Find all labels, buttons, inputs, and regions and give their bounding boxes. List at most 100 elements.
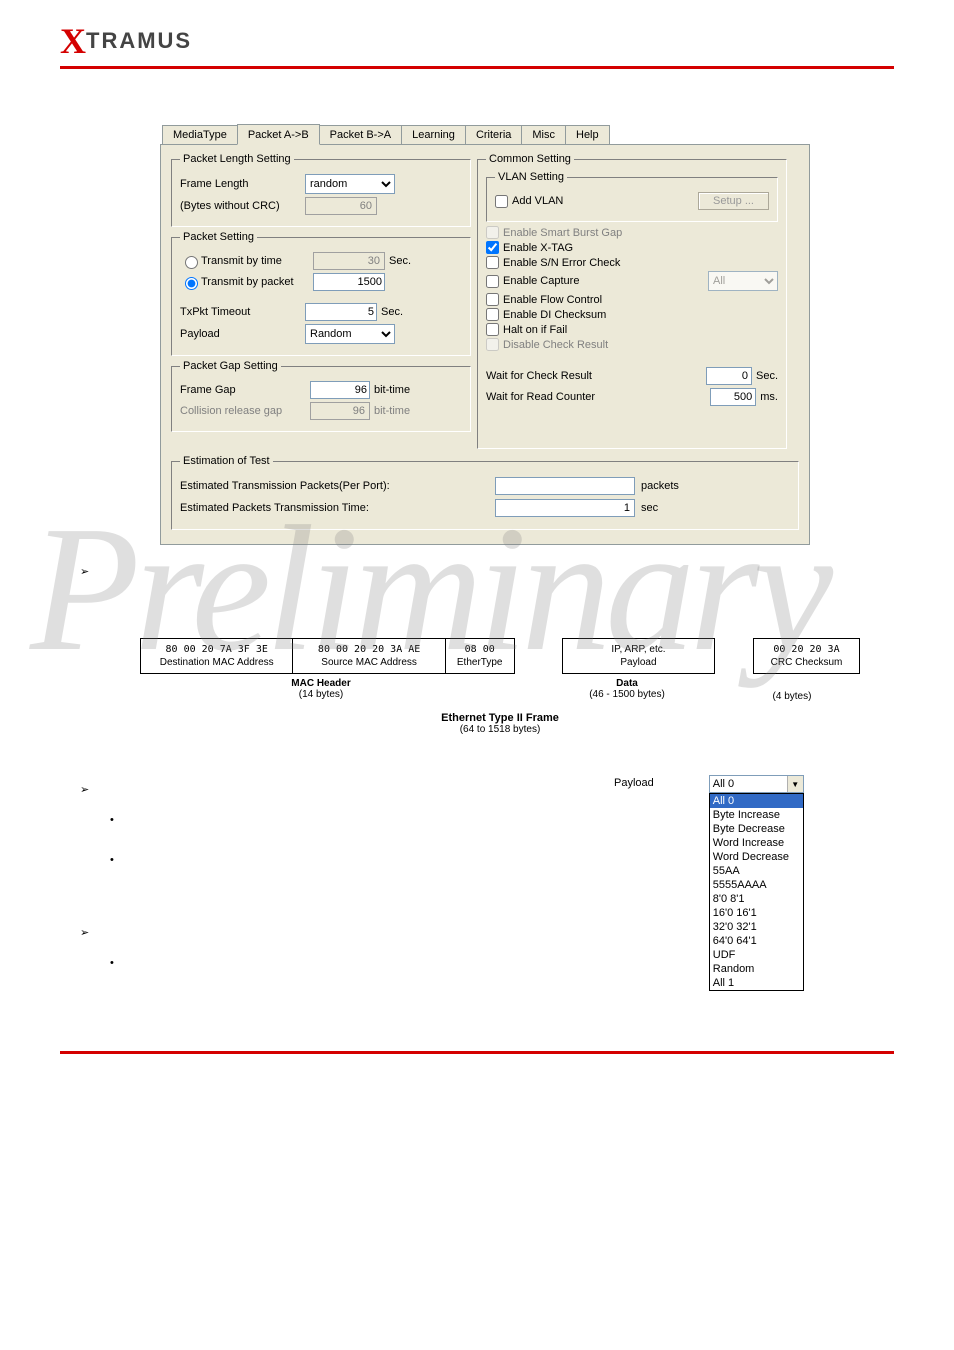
add-vlan-checkbox[interactable]	[495, 195, 508, 208]
payload-option[interactable]: Word Decrease	[710, 850, 803, 864]
tabs-row: MediaType Packet A->B Packet B->A Learni…	[160, 124, 810, 144]
add-vlan-label: Add VLAN	[512, 195, 563, 207]
collision-gap-input	[310, 402, 370, 420]
transmit-by-time-label: Transmit by time	[201, 255, 313, 267]
vlan-setting-legend: VLAN Setting	[495, 171, 567, 183]
payload-option[interactable]: 8'0 8'1	[710, 892, 803, 906]
capture-select: All	[708, 271, 778, 291]
payload-label: Payload	[180, 328, 305, 340]
capture-checkbox[interactable]	[486, 275, 499, 288]
smart-burst-checkbox	[486, 226, 499, 239]
logo: X TRAMUS	[60, 20, 894, 62]
bullet-arrow-icon: ➢	[80, 927, 89, 939]
est-time-unit: sec	[641, 502, 658, 514]
ethertype-label: EtherType	[452, 656, 508, 669]
payload-select[interactable]: Random	[305, 324, 395, 344]
wait-check-label: Wait for Check Result	[486, 370, 592, 382]
transmit-by-packet-input[interactable]	[313, 273, 385, 291]
wait-read-unit: ms.	[760, 391, 778, 403]
halt-checkbox[interactable]	[486, 323, 499, 336]
tab-help[interactable]: Help	[565, 125, 610, 144]
payload-option[interactable]: Random	[710, 962, 803, 976]
est-packets-input	[495, 477, 635, 495]
packet-length-group: Packet Length Setting Frame Length rando…	[171, 153, 471, 227]
di-checksum-label: Enable DI Checksum	[503, 309, 606, 321]
transmit-by-time-radio[interactable]	[185, 256, 198, 269]
wait-check-input[interactable]	[706, 367, 752, 385]
payload-option[interactable]: UDF	[710, 948, 803, 962]
bytes-without-crc-label: (Bytes without CRC)	[180, 200, 305, 212]
di-checksum-checkbox[interactable]	[486, 308, 499, 321]
txpkt-timeout-label: TxPkt Timeout	[180, 306, 305, 318]
frame-gap-unit: bit-time	[374, 384, 410, 396]
bytes-without-crc-input	[305, 197, 377, 215]
payload-option[interactable]: Byte Increase	[710, 808, 803, 822]
logo-x: X	[60, 20, 85, 62]
ethernet-frame-diagram: 80 00 20 7A 3F 3E Destination MAC Addres…	[140, 638, 860, 735]
payload-option[interactable]: 55AA	[710, 864, 803, 878]
flow-checkbox[interactable]	[486, 293, 499, 306]
bullet-arrow-icon: ➢	[80, 784, 89, 796]
crc-bytes-label: (4 bytes)	[742, 678, 842, 702]
tab-learning[interactable]: Learning	[401, 125, 466, 144]
payload-option[interactable]: 32'0 32'1	[710, 920, 803, 934]
frame-length-label: Frame Length	[180, 178, 305, 190]
data-label-group: Data (46 - 1500 bytes)	[552, 678, 702, 702]
bullet-dot-icon: •	[110, 814, 114, 826]
est-time-label: Estimated Packets Transmission Time:	[180, 502, 445, 514]
payload-box: IP, ARP, etc. Payload	[562, 638, 715, 674]
smart-burst-label: Enable Smart Burst Gap	[503, 227, 622, 239]
frame-gap-input[interactable]	[310, 381, 370, 399]
packet-setting-legend: Packet Setting	[180, 231, 257, 243]
payload-option[interactable]: Word Increase	[710, 836, 803, 850]
transmit-by-packet-label: Transmit by packet	[201, 276, 313, 288]
packet-gap-legend: Packet Gap Setting	[180, 360, 281, 372]
xtag-checkbox[interactable]	[486, 241, 499, 254]
payload-option[interactable]: 16'0 16'1	[710, 906, 803, 920]
bullet-arrow-icon: ➢	[80, 566, 89, 578]
bullet-dot-icon: •	[110, 854, 114, 866]
dest-mac-label: Destination MAC Address	[147, 656, 286, 669]
tab-packet-ab[interactable]: Packet A->B	[237, 124, 320, 145]
transmit-by-time-unit: Sec.	[389, 255, 411, 267]
packet-setting-group: Packet Setting Transmit by time Sec. Tra…	[171, 231, 471, 356]
payload-option[interactable]: Byte Decrease	[710, 822, 803, 836]
payload-option[interactable]: All 0	[710, 794, 803, 808]
footer-divider	[60, 1051, 894, 1054]
tab-panel: Packet Length Setting Frame Length rando…	[160, 144, 810, 545]
sn-error-checkbox[interactable]	[486, 256, 499, 269]
dest-mac-box: 80 00 20 7A 3F 3E Destination MAC Addres…	[140, 638, 293, 674]
tab-packet-ba[interactable]: Packet B->A	[319, 125, 402, 144]
common-setting-group: Common Setting VLAN Setting Add VLAN Set…	[477, 153, 787, 449]
vlan-setup-button[interactable]: Setup ...	[698, 192, 769, 210]
common-setting-legend: Common Setting	[486, 153, 574, 165]
src-mac-box: 80 00 20 20 3A AE Source MAC Address	[293, 638, 445, 674]
tab-mediatype[interactable]: MediaType	[162, 125, 238, 144]
settings-screenshot: MediaType Packet A->B Packet B->A Learni…	[160, 124, 810, 545]
est-time-input	[495, 499, 635, 517]
txpkt-timeout-input[interactable]	[305, 303, 377, 321]
src-mac-label: Source MAC Address	[299, 656, 438, 669]
wait-read-input[interactable]	[710, 388, 756, 406]
payload-option[interactable]: All 1	[710, 976, 803, 990]
tab-misc[interactable]: Misc	[521, 125, 566, 144]
tab-criteria[interactable]: Criteria	[465, 125, 522, 144]
ethertype-box: 08 00 EtherType	[446, 638, 515, 674]
est-packets-unit: packets	[641, 480, 679, 492]
vlan-setting-group: VLAN Setting Add VLAN Setup ...	[486, 171, 778, 222]
payload-option[interactable]: 64'0 64'1	[710, 934, 803, 948]
collision-gap-unit: bit-time	[374, 405, 410, 417]
frame-length-select[interactable]: random	[305, 174, 395, 194]
payload-dropdown[interactable]: All 0 ▼	[709, 775, 804, 793]
txpkt-timeout-unit: Sec.	[381, 306, 403, 318]
payload-option[interactable]: 5555AAAA	[710, 878, 803, 892]
capture-label: Enable Capture	[503, 275, 579, 287]
estimation-legend: Estimation of Test	[180, 455, 273, 467]
transmit-by-packet-radio[interactable]	[185, 277, 198, 290]
frame-gap-label: Frame Gap	[180, 384, 310, 396]
frame-title: Ethernet Type II Frame (64 to 1518 bytes…	[140, 712, 860, 735]
est-packets-label: Estimated Transmission Packets(Per Port)…	[180, 480, 445, 492]
bullet-dot-icon: •	[110, 957, 114, 969]
payload-dropdown-list[interactable]: All 0Byte IncreaseByte DecreaseWord Incr…	[709, 793, 804, 991]
transmit-by-time-input	[313, 252, 385, 270]
